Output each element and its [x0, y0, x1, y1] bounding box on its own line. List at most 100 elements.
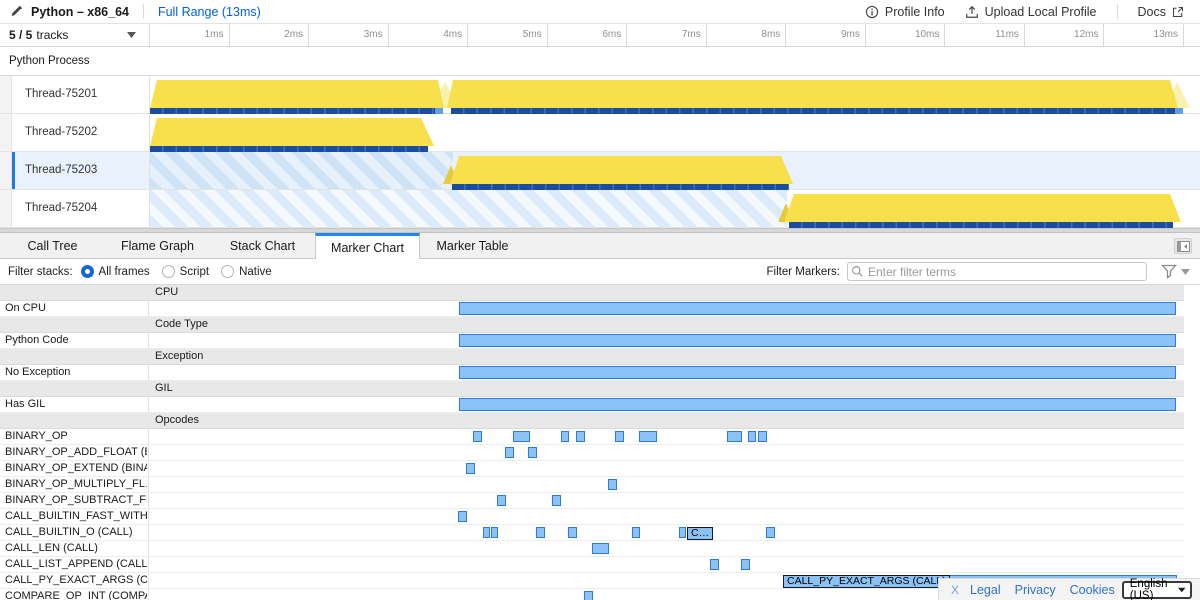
track-gutter: [0, 76, 12, 113]
cookie-close-button[interactable]: X: [951, 582, 960, 597]
marker[interactable]: [584, 591, 593, 600]
marker[interactable]: [505, 447, 514, 458]
info-icon: [865, 5, 879, 18]
process-track-header[interactable]: Python Process: [0, 47, 1200, 76]
marker-row-label: BINARY_OP: [5, 430, 68, 442]
samples-strip[interactable]: [435, 108, 443, 114]
upload-icon: [965, 5, 978, 18]
ruler-tick: 13ms: [1104, 24, 1184, 46]
tab-flame-graph[interactable]: Flame Graph: [121, 239, 194, 253]
marker[interactable]: [748, 431, 756, 442]
marker[interactable]: [568, 527, 577, 538]
chevron-down-icon: [1178, 587, 1186, 592]
legal-link[interactable]: Legal: [970, 582, 1001, 597]
cpu-activity-graph[interactable]: [150, 118, 434, 146]
search-icon: [852, 266, 863, 277]
cookies-link[interactable]: Cookies: [1069, 582, 1115, 597]
profile-info-button[interactable]: Profile Info: [859, 5, 951, 19]
ruler-tick: 3ms: [309, 24, 389, 46]
samples-strip[interactable]: [451, 108, 1175, 114]
marker[interactable]: [466, 463, 475, 474]
marker[interactable]: [513, 431, 530, 442]
track-gutter: [0, 114, 12, 151]
marker[interactable]: [727, 431, 742, 442]
open-sidebar-button[interactable]: [1174, 238, 1192, 254]
filter-dropdown-caret-icon[interactable]: [1181, 268, 1190, 275]
marker[interactable]: [679, 527, 686, 538]
edit-profile-name-icon[interactable]: [10, 5, 23, 18]
marker[interactable]: [552, 495, 561, 506]
filter-markers-label: Filter Markers:: [766, 265, 840, 278]
radio-script[interactable]: [161, 265, 175, 278]
track-row[interactable]: Thread-75201: [0, 76, 1200, 114]
marker-row: CALL_LEN (CALL): [0, 541, 1184, 557]
timeline-ruler[interactable]: 1ms 2ms 3ms 4ms 5ms 6ms 7ms 8ms 9ms 10ms 11ms 12ms 1…: [150, 24, 1184, 46]
samples-strip[interactable]: [1175, 108, 1183, 114]
samples-strip[interactable]: [452, 184, 789, 190]
marker[interactable]: [459, 398, 1176, 411]
radio-native[interactable]: [221, 265, 235, 278]
cpu-activity-graph[interactable]: [784, 194, 1181, 222]
docs-link[interactable]: Docs: [1132, 5, 1190, 19]
cpu-activity-graph[interactable]: [447, 80, 1178, 108]
marker-filter-input[interactable]: [847, 262, 1147, 281]
marker[interactable]: [483, 527, 490, 538]
marker[interactable]: [536, 527, 545, 538]
marker-group-label: CPU: [155, 286, 179, 298]
tab-marker-chart[interactable]: Marker Chart: [315, 233, 420, 259]
privacy-link[interactable]: Privacy: [1014, 582, 1056, 597]
marker[interactable]: C…: [687, 527, 714, 540]
marker[interactable]: [528, 447, 537, 458]
marker-row-label: BINARY_OP_EXTEND (BINA…: [5, 462, 147, 474]
marker[interactable]: [459, 302, 1176, 315]
marker-row: BINARY_OP_ADD_FLOAT (B…: [0, 445, 1184, 461]
marker[interactable]: [497, 495, 506, 506]
marker[interactable]: [576, 431, 585, 442]
marker-row: On CPU: [0, 301, 1184, 317]
marker[interactable]: [458, 511, 467, 522]
marker[interactable]: [632, 527, 640, 538]
marker[interactable]: [615, 431, 624, 442]
tracks-dropdown-button[interactable]: 5 / 5 tracks: [0, 24, 150, 46]
marker[interactable]: [741, 559, 750, 570]
marker[interactable]: [473, 431, 482, 442]
marker[interactable]: [459, 334, 1176, 347]
samples-strip[interactable]: [150, 108, 435, 114]
track-row[interactable]: Thread-75204: [0, 190, 1200, 228]
samples-strip[interactable]: [789, 222, 1173, 228]
track-row[interactable]: Thread-75202: [0, 114, 1200, 152]
filter-funnel-icon[interactable]: [1161, 264, 1177, 279]
marker[interactable]: [639, 431, 657, 442]
external-link-icon: [1172, 6, 1184, 17]
radio-all-frames[interactable]: [80, 265, 94, 278]
selected-track-indicator: [12, 152, 15, 189]
marker[interactable]: [561, 431, 569, 442]
track-row[interactable]: Thread-75203: [0, 152, 1200, 190]
panel-splitter[interactable]: [0, 228, 1200, 233]
idle-stripes: [150, 190, 787, 227]
full-range-button[interactable]: Full Range (13ms): [157, 4, 261, 19]
track-list: Thread-75201 Thread-75202 Thread-75203 Thre…: [0, 76, 1200, 228]
marker[interactable]: [491, 527, 498, 538]
samples-strip[interactable]: [150, 146, 428, 152]
marker[interactable]: [608, 479, 617, 490]
marker-row-label: No Exception: [5, 366, 71, 378]
marker[interactable]: [710, 559, 719, 570]
marker[interactable]: [766, 527, 775, 538]
marker[interactable]: [592, 543, 609, 554]
marker[interactable]: [459, 366, 1176, 379]
cpu-activity-graph[interactable]: [150, 80, 444, 108]
upload-local-profile-button[interactable]: Upload Local Profile: [959, 5, 1103, 19]
marker-row: CALL_BUILTIN_FAST_WITH…: [0, 509, 1184, 525]
ruler-tick: 6ms: [548, 24, 628, 46]
track-gutter: [0, 152, 12, 189]
marker-row: Has GIL: [0, 397, 1184, 413]
tab-stack-chart[interactable]: Stack Chart: [229, 239, 296, 253]
marker[interactable]: [758, 431, 767, 442]
tab-call-tree[interactable]: Call Tree: [27, 239, 78, 253]
tab-marker-table[interactable]: Marker Table: [436, 239, 509, 253]
cpu-activity-graph[interactable]: [450, 156, 793, 184]
marker-row-label: On CPU: [5, 302, 46, 314]
language-select[interactable]: English (US): [1121, 578, 1192, 600]
